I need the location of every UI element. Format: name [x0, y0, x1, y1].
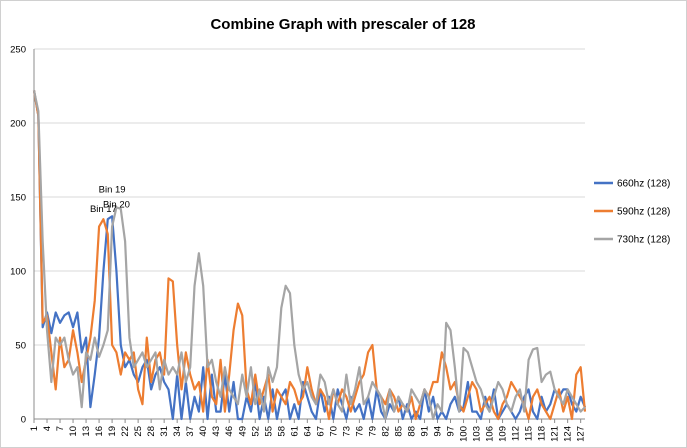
- legend-label: 590hz (128): [617, 207, 670, 218]
- x-tick-labels: 1 4 7 10 13 16 19 22 25 28 31 34 37 40 43 46 49 52 55 58 61 6…: [29, 419, 587, 442]
- x-tick-label: 70: [328, 426, 339, 437]
- x-tick-label: 1: [29, 426, 40, 431]
- gridlines: [33, 48, 585, 420]
- x-tick-label: 124: [563, 426, 574, 442]
- x-tick-label: 88: [406, 426, 417, 437]
- x-tick-label: 16: [94, 426, 105, 437]
- x-tick-label: 64: [302, 426, 313, 437]
- x-tick-label: 61: [289, 426, 300, 437]
- x-tick-label: 10: [68, 426, 79, 437]
- annotation-label: Bin 20: [103, 199, 130, 210]
- x-tick-label: 115: [524, 426, 535, 441]
- x-tick-label: 58: [276, 426, 287, 437]
- x-tick-label: 112: [511, 426, 522, 441]
- legend-label: 730hz (128): [617, 235, 670, 246]
- y-tick-label: 0: [21, 415, 26, 426]
- y-tick-labels: 0 50 100 150 200 250: [10, 45, 26, 426]
- y-tick-label: 150: [10, 193, 26, 204]
- x-tick-label: 94: [432, 426, 443, 437]
- x-tick-label: 25: [133, 426, 144, 437]
- x-tick-label: 43: [211, 426, 222, 437]
- x-tick-label: 118: [537, 426, 548, 441]
- x-tick-label: 103: [472, 426, 483, 442]
- x-tick-label: 49: [237, 426, 248, 437]
- x-tick-label: 97: [446, 426, 457, 437]
- x-tick-label: 100: [459, 426, 470, 442]
- x-tick-label: 34: [172, 426, 183, 437]
- x-tick-label: 91: [419, 426, 430, 437]
- x-tick-label: 22: [120, 426, 131, 437]
- x-tick-label: 28: [146, 426, 157, 437]
- y-tick-label: 100: [10, 267, 26, 278]
- x-tick-label: 82: [380, 426, 391, 437]
- x-tick-label: 37: [185, 426, 196, 437]
- x-tick-label: 4: [42, 426, 53, 431]
- annotation-label: Bin 17: [90, 204, 117, 215]
- chart-title: Combine Graph with prescaler of 128: [210, 16, 475, 33]
- x-tick-label: 76: [354, 426, 365, 437]
- x-tick-label: 106: [485, 426, 496, 442]
- y-tick-label: 200: [10, 119, 26, 130]
- x-tick-label: 73: [341, 426, 352, 437]
- y-tick-label: 250: [10, 45, 26, 56]
- series-line: [32, 90, 587, 421]
- annotations: Bin 17 Bin 19 Bin 20: [90, 185, 130, 215]
- legend-label: 660hz (128): [617, 179, 670, 190]
- x-tick-label: 13: [81, 426, 92, 437]
- x-tick-label: 67: [315, 426, 326, 437]
- x-tick-label: 31: [159, 426, 170, 437]
- x-tick-label: 52: [250, 426, 261, 437]
- x-tick-label: 79: [367, 426, 378, 437]
- x-tick-label: 109: [498, 426, 509, 442]
- annotation-label: Bin 19: [99, 185, 126, 196]
- x-tick-label: 121: [550, 426, 561, 442]
- series-line: [32, 90, 586, 421]
- x-tick-label: 127: [576, 426, 587, 442]
- y-tick-label: 50: [15, 341, 26, 352]
- x-tick-label: 40: [198, 426, 209, 437]
- x-tick-label: 55: [263, 426, 274, 437]
- x-tick-label: 46: [224, 426, 235, 437]
- series-lines: [32, 90, 587, 421]
- legend: 660hz (128) 590hz (128) 730hz (128): [594, 179, 670, 246]
- x-tick-label: 7: [55, 426, 66, 431]
- x-tick-label: 19: [107, 426, 118, 437]
- series-line: [32, 90, 587, 421]
- x-tick-label: 85: [393, 426, 404, 437]
